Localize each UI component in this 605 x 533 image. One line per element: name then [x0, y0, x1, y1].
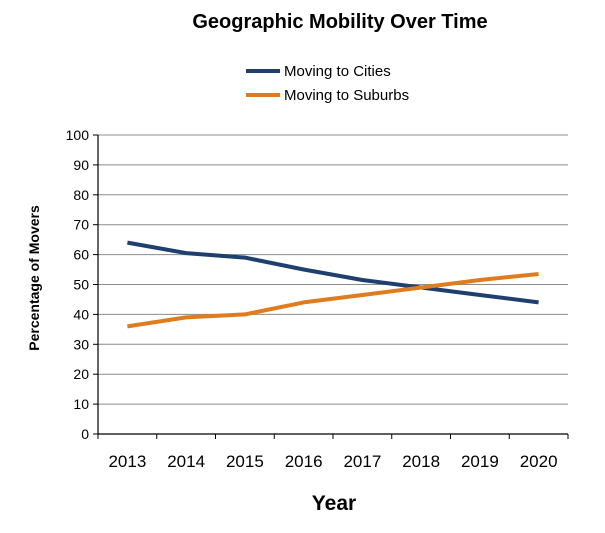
y-tick-label: 20 [73, 366, 89, 382]
x-tick-label: 2020 [520, 452, 558, 471]
series-lines [127, 240, 539, 329]
gridlines [98, 134, 568, 435]
y-tick-label: 10 [73, 396, 89, 412]
x-tick-label: 2013 [108, 452, 146, 471]
y-tick-label: 100 [66, 127, 90, 143]
x-tick-label: 2015 [226, 452, 264, 471]
series-line-cities [127, 240, 539, 305]
y-tick-label: 80 [73, 187, 89, 203]
legend: Moving to Cities Moving to Suburbs [246, 63, 409, 104]
axes [97, 135, 568, 435]
y-tick-label: 90 [73, 157, 89, 173]
legend-label-suburbs: Moving to Suburbs [284, 87, 409, 104]
y-tick-label: 0 [81, 426, 89, 442]
y-tick-label: 40 [73, 306, 89, 322]
legend-label-cities: Moving to Cities [284, 63, 391, 80]
x-tick-label: 2017 [343, 452, 381, 471]
y-axis-label: Percentage of Movers [26, 205, 42, 351]
x-axis-ticks: 2013 2014 2015 2016 2017 2018 2019 2020 [97, 434, 569, 471]
series-line-suburbs [127, 272, 539, 329]
y-tick-label: 30 [73, 336, 89, 352]
y-axis-ticks: 0 10 20 30 40 50 60 70 80 90 100 [66, 127, 98, 442]
x-tick-label: 2018 [402, 452, 440, 471]
x-axis-label: Year [312, 492, 356, 515]
y-tick-label: 50 [73, 277, 89, 293]
y-tick-label: 60 [73, 247, 89, 263]
y-tick-label: 70 [73, 217, 89, 233]
x-tick-label: 2016 [285, 452, 323, 471]
chart-title: Geographic Mobility Over Time [192, 11, 487, 33]
x-tick-label: 2019 [461, 452, 499, 471]
x-tick-label: 2014 [167, 452, 205, 471]
